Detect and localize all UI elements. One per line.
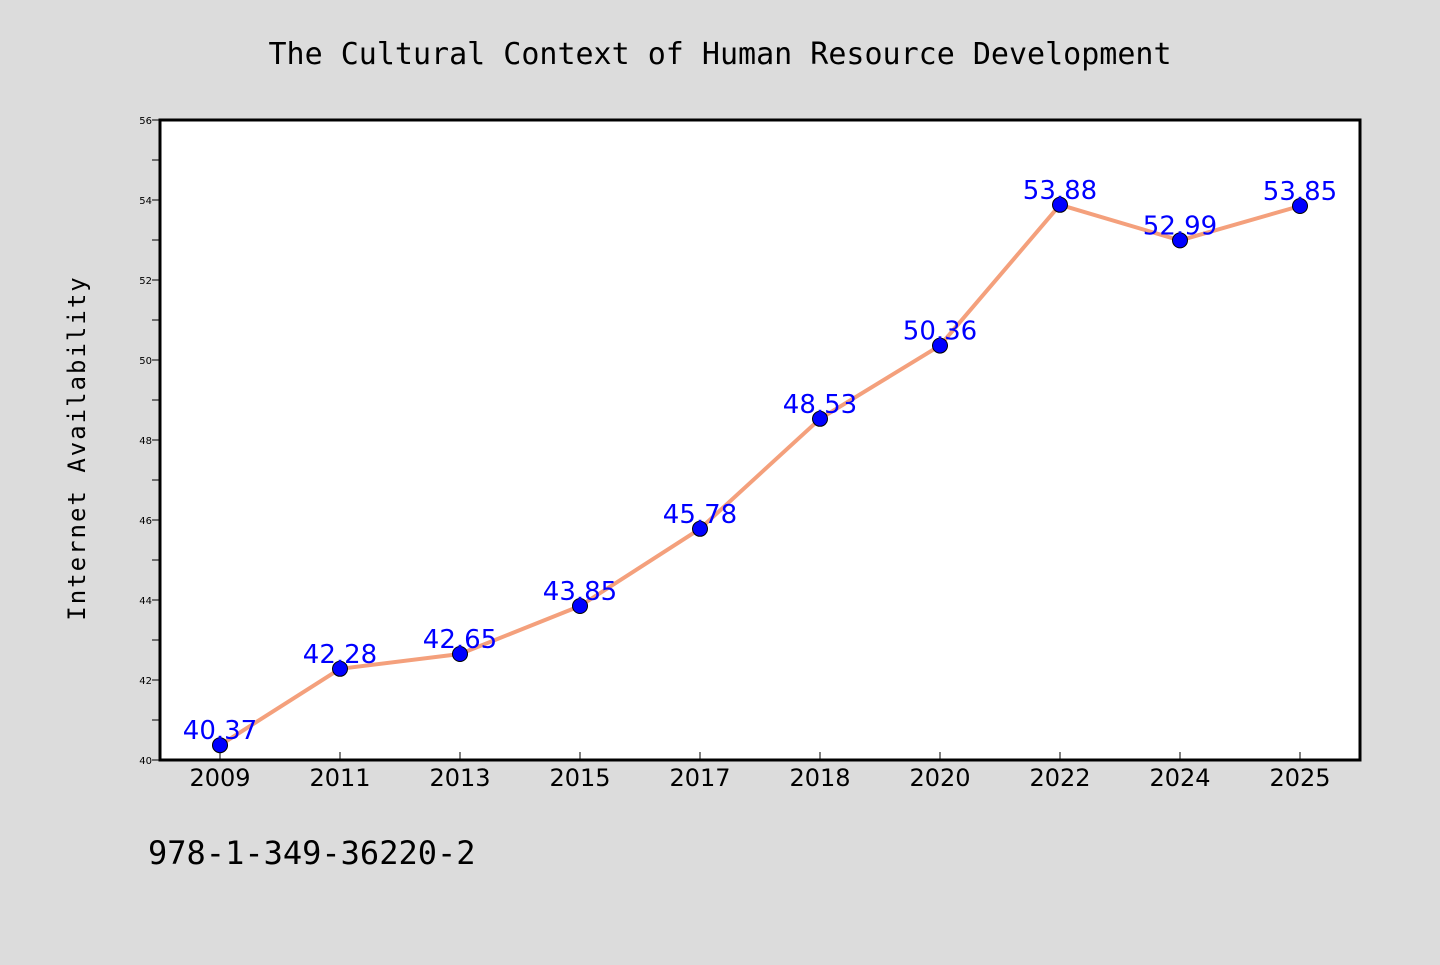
y-tick-label: 54 <box>139 196 152 207</box>
x-tick-label: 2018 <box>789 764 850 792</box>
data-point-label: 52.99 <box>1143 211 1217 241</box>
data-point-marker <box>1292 198 1308 214</box>
data-point-label: 42.28 <box>303 640 377 670</box>
y-tick-label: 44 <box>139 596 152 607</box>
x-tick-label: 2009 <box>189 764 250 792</box>
footer-code: 978-1-349-36220-2 <box>148 834 476 872</box>
x-tick-label: 2011 <box>309 764 370 792</box>
series-line <box>218 202 1302 748</box>
data-point-marker <box>1052 196 1068 213</box>
x-tick-label: 2024 <box>1149 764 1210 792</box>
data-point-label: 45.78 <box>663 500 737 530</box>
x-tick-label: 2022 <box>1029 764 1090 792</box>
y-tick-label: 48 <box>139 436 152 447</box>
y-tick-label: 46 <box>139 516 152 527</box>
y-tick-label: 42 <box>139 676 152 687</box>
data-point-marker <box>1172 232 1188 249</box>
y-tick-label: 50 <box>139 356 152 367</box>
data-point-marker <box>572 598 588 614</box>
x-tick-label: 2015 <box>549 764 610 792</box>
x-tick-label: 2020 <box>909 764 970 792</box>
data-point-label: 40.37 <box>183 716 257 746</box>
y-tick-label: 40 <box>139 756 152 767</box>
data-point-label: 42.65 <box>423 625 497 655</box>
data-point-marker <box>692 520 708 537</box>
plot-area <box>160 120 1360 760</box>
data-point-marker <box>332 660 348 677</box>
data-markers <box>212 196 1308 754</box>
y-tick-label: 56 <box>139 116 152 127</box>
x-tick-label: 2025 <box>1269 764 1330 792</box>
series-line-group <box>218 202 1302 748</box>
x-tick-label: 2013 <box>429 764 490 792</box>
data-point-marker <box>932 337 948 354</box>
data-point-label: 53.85 <box>1263 177 1337 207</box>
chart-title: The Cultural Context of Human Resource D… <box>268 37 1171 72</box>
data-labels: 40.37 42.28 42.65 43.85 45.78 48.53 50.36 53.88… <box>183 176 1337 746</box>
data-point-marker <box>212 737 228 754</box>
y-axis-label: Internet Availability <box>63 275 91 620</box>
data-point-label: 48.53 <box>783 390 857 420</box>
data-point-label: 50.36 <box>903 317 977 347</box>
data-point-label: 53.88 <box>1023 176 1097 206</box>
data-point-label: 43.85 <box>543 577 617 607</box>
x-axis-ticks: 2009 2011 2013 2015 2017 2018 2020 2022 2024 2025 <box>189 752 1331 792</box>
data-point-marker <box>812 410 828 427</box>
x-tick-label: 2017 <box>669 764 730 792</box>
plot-frame <box>158 118 1362 762</box>
data-point-marker <box>452 646 468 662</box>
y-tick-label: 52 <box>139 276 152 287</box>
